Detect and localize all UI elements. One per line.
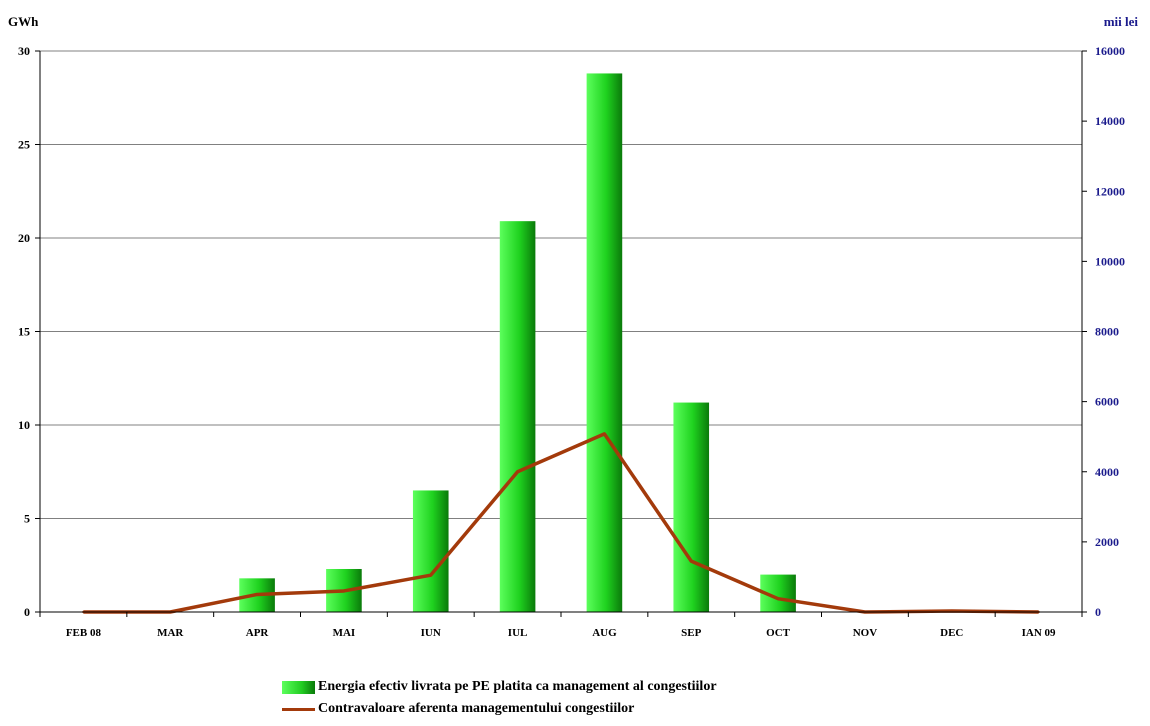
x-tick-label: FEB 08 — [66, 627, 102, 639]
y-right-tick-label: 16000 — [1095, 44, 1125, 58]
legend-label-bars: Energia efectiv livrata pe PE platita ca… — [318, 679, 717, 694]
x-tick-label: MAR — [157, 627, 184, 639]
y-right-tick-label: 8000 — [1095, 325, 1119, 339]
x-tick-label: AUG — [592, 627, 617, 639]
axes: 0 5 10 15 20 25 30 0 2000 4000 6000 8000 10000 12000 1… — [18, 44, 1125, 639]
bar — [412, 490, 449, 612]
line-point — [429, 573, 432, 577]
y-right-axis-label: mii lei — [1103, 14, 1138, 29]
x-tick-label: IUL — [508, 627, 528, 639]
x-tick-label: IAN 09 — [1022, 627, 1056, 639]
y-left-axis-label: GWh — [8, 14, 39, 29]
line-point — [603, 432, 606, 436]
legend-swatch-bars — [282, 680, 315, 694]
y-right-tick-label: 14000 — [1095, 114, 1125, 128]
legend-item-line: Contravaloare aferenta managementului co… — [282, 698, 717, 720]
y-right-tick-label: 6000 — [1095, 395, 1119, 409]
legend-label-line: Contravaloare aferenta managementului co… — [318, 701, 635, 716]
bar — [499, 221, 536, 613]
x-tick-label: DEC — [940, 627, 963, 639]
x-tick-label: MAI — [333, 627, 356, 639]
y-left-tick-label: 10 — [18, 418, 30, 432]
chart: 0 5 10 15 20 25 30 0 2000 4000 6000 8000 10000 12000 1… — [18, 44, 1125, 639]
series-line — [83, 432, 1039, 614]
y-left-tick-label: 20 — [18, 231, 30, 245]
x-tick-label: NOV — [853, 627, 878, 639]
line-series — [82, 432, 1040, 614]
x-tick-label: IUN — [421, 627, 441, 639]
line-point — [516, 470, 519, 473]
x-tick-label: OCT — [766, 627, 791, 639]
y-left-tick-label: 5 — [24, 512, 30, 526]
line-point — [690, 559, 693, 563]
bar — [673, 402, 710, 612]
y-left-tick-label: 15 — [18, 325, 30, 339]
line-point — [255, 593, 259, 596]
legend: Energia efectiv livrata pe PE platita ca… — [282, 676, 717, 720]
y-left-tick-label: 25 — [18, 138, 30, 152]
line-point — [342, 589, 346, 593]
x-tick-label: SEP — [681, 627, 701, 639]
legend-swatch-line — [282, 707, 315, 711]
y-left-tick-label: 30 — [18, 44, 30, 58]
y-right-tick-label: 10000 — [1095, 254, 1125, 268]
legend-item-bars: Energia efectiv livrata pe PE platita ca… — [282, 676, 717, 698]
gridlines — [40, 50, 1082, 519]
x-tick-label: APR — [246, 627, 270, 639]
y-right-tick-label: 0 — [1095, 605, 1101, 619]
bar — [586, 73, 623, 612]
y-left-tick-label: 0 — [24, 605, 30, 619]
bar-series — [239, 73, 796, 613]
y-right-tick-label: 4000 — [1095, 465, 1119, 479]
line-point — [776, 597, 780, 600]
y-right-tick-label: 2000 — [1095, 535, 1119, 549]
y-right-tick-label: 12000 — [1095, 184, 1125, 198]
